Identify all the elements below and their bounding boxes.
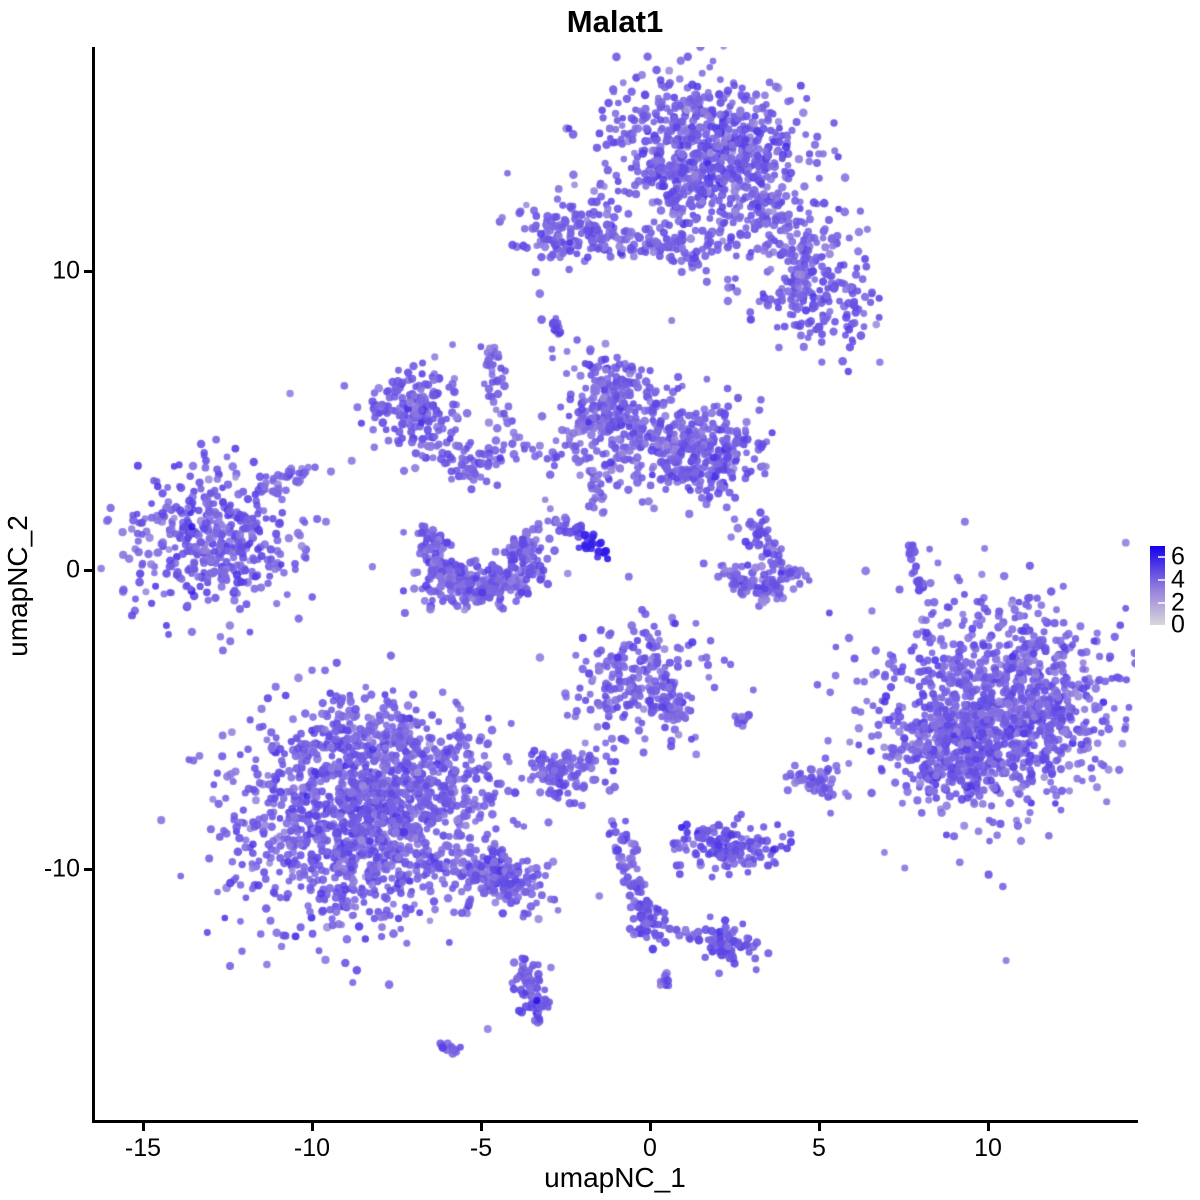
y-tick-label: -10: [43, 854, 80, 883]
colorbar-tick: [1158, 602, 1165, 604]
x-tick: [480, 1123, 483, 1131]
x-axis-line: [92, 1120, 1138, 1123]
colorbar-label: 0: [1171, 610, 1185, 639]
y-axis-title: umapNC_2: [2, 515, 33, 657]
y-tick: [84, 270, 92, 273]
colorbar-tick: [1158, 579, 1165, 581]
x-tick-label: 10: [974, 1134, 1002, 1162]
x-tick-label: 0: [643, 1134, 657, 1162]
x-tick-label: 5: [812, 1134, 826, 1162]
y-tick-label: 10: [52, 256, 80, 285]
x-axis-title: umapNC_1: [544, 1162, 686, 1193]
y-tick-label: 0: [66, 555, 80, 584]
colorbar-label: 4: [1171, 565, 1185, 594]
colorbar-gradient: [1150, 546, 1165, 625]
x-tick: [987, 1123, 990, 1131]
umap-scatter-canvas: [95, 47, 1135, 1120]
plot-title: Malat1: [566, 4, 664, 39]
colorbar-label: 6: [1171, 542, 1185, 571]
x-tick-label: -15: [124, 1134, 162, 1162]
x-tick: [311, 1123, 314, 1131]
x-tick: [818, 1123, 821, 1131]
y-tick: [84, 868, 92, 871]
x-tick: [649, 1123, 652, 1131]
x-tick: [142, 1123, 145, 1131]
x-tick-label: -10: [293, 1134, 331, 1162]
colorbar-tick: [1158, 556, 1165, 558]
x-tick-label: -5: [469, 1134, 493, 1162]
colorbar-label: 2: [1171, 588, 1185, 617]
y-axis-line: [92, 47, 95, 1123]
y-tick: [84, 569, 92, 572]
